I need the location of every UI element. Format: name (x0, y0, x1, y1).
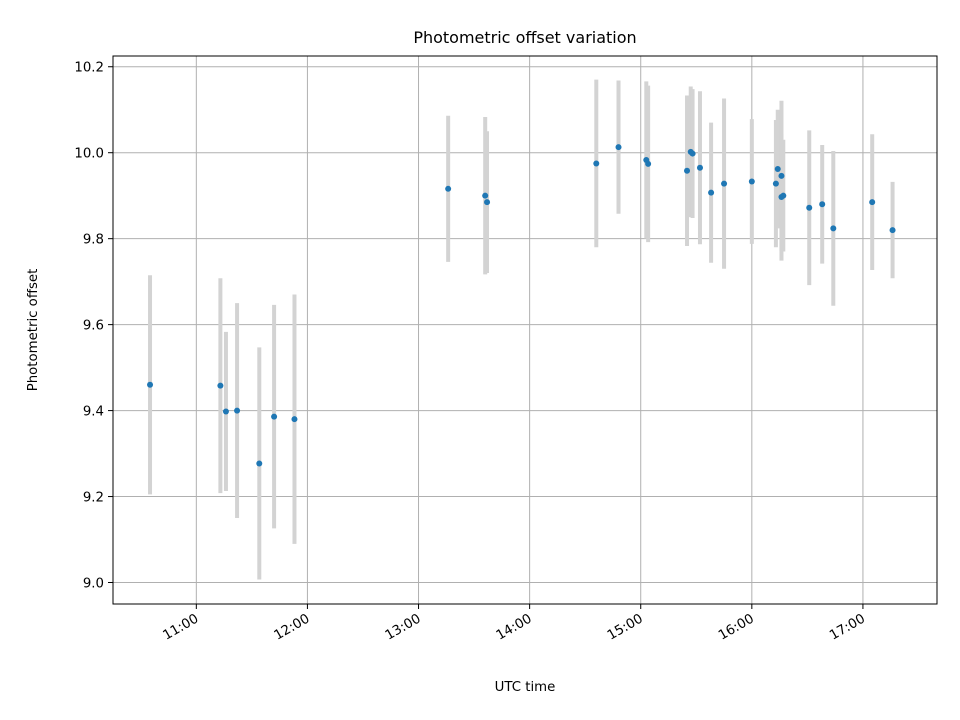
data-point (445, 185, 452, 192)
data-point (615, 144, 622, 151)
data-point (780, 192, 787, 199)
data-point (819, 201, 826, 208)
x-tick-label: 12:00 (272, 611, 313, 643)
data-point (256, 460, 263, 467)
data-point (482, 192, 489, 199)
data-point (147, 381, 154, 388)
plot-frame (112, 55, 938, 605)
y-tick-label: 9.0 (83, 577, 104, 592)
x-tick-label: 16:00 (716, 611, 757, 643)
data-point (806, 204, 813, 211)
data-point (748, 178, 755, 185)
data-point (217, 382, 224, 389)
y-tick-label: 9.6 (83, 319, 104, 334)
data-point (222, 408, 229, 415)
x-tick-label: 17:00 (827, 611, 868, 643)
data-point (271, 413, 278, 420)
data-point (696, 164, 703, 171)
data-point (484, 199, 491, 206)
x-axis-label: UTC time (495, 680, 556, 695)
data-point (291, 416, 298, 423)
y-tick-label: 9.2 (83, 491, 104, 506)
y-tick-label: 9.4 (83, 405, 104, 420)
x-axis-ticks: 11:00 12:00 13:00 14:00 15:00 16:00 17:00 (161, 604, 868, 644)
x-tick-label: 11:00 (161, 611, 202, 643)
y-tick-label: 10.0 (74, 147, 104, 162)
data-point (684, 167, 691, 174)
x-tick-label: 15:00 (605, 611, 646, 643)
data-point (593, 160, 600, 167)
data-point (721, 180, 728, 187)
y-tick-label: 10.2 (74, 61, 104, 76)
data-point (708, 189, 715, 196)
data-point (889, 227, 896, 234)
data-point (772, 180, 779, 187)
data-points (147, 144, 896, 467)
y-axis-label: Photometric offset (26, 269, 41, 392)
chart-title: Photometric offset variation (413, 28, 636, 47)
data-point (830, 225, 837, 232)
data-point (778, 172, 785, 179)
y-tick-label: 9.8 (83, 233, 104, 248)
data-point (774, 166, 781, 173)
x-tick-label: 13:00 (383, 611, 424, 643)
y-axis-ticks: 9.0 9.2 9.4 9.6 9.8 10.0 10.2 (74, 61, 113, 592)
data-point (689, 150, 696, 157)
data-point (234, 407, 241, 414)
data-point (645, 160, 652, 167)
data-point (869, 199, 876, 206)
x-tick-label: 14:00 (494, 611, 535, 643)
error-bars (148, 79, 895, 580)
